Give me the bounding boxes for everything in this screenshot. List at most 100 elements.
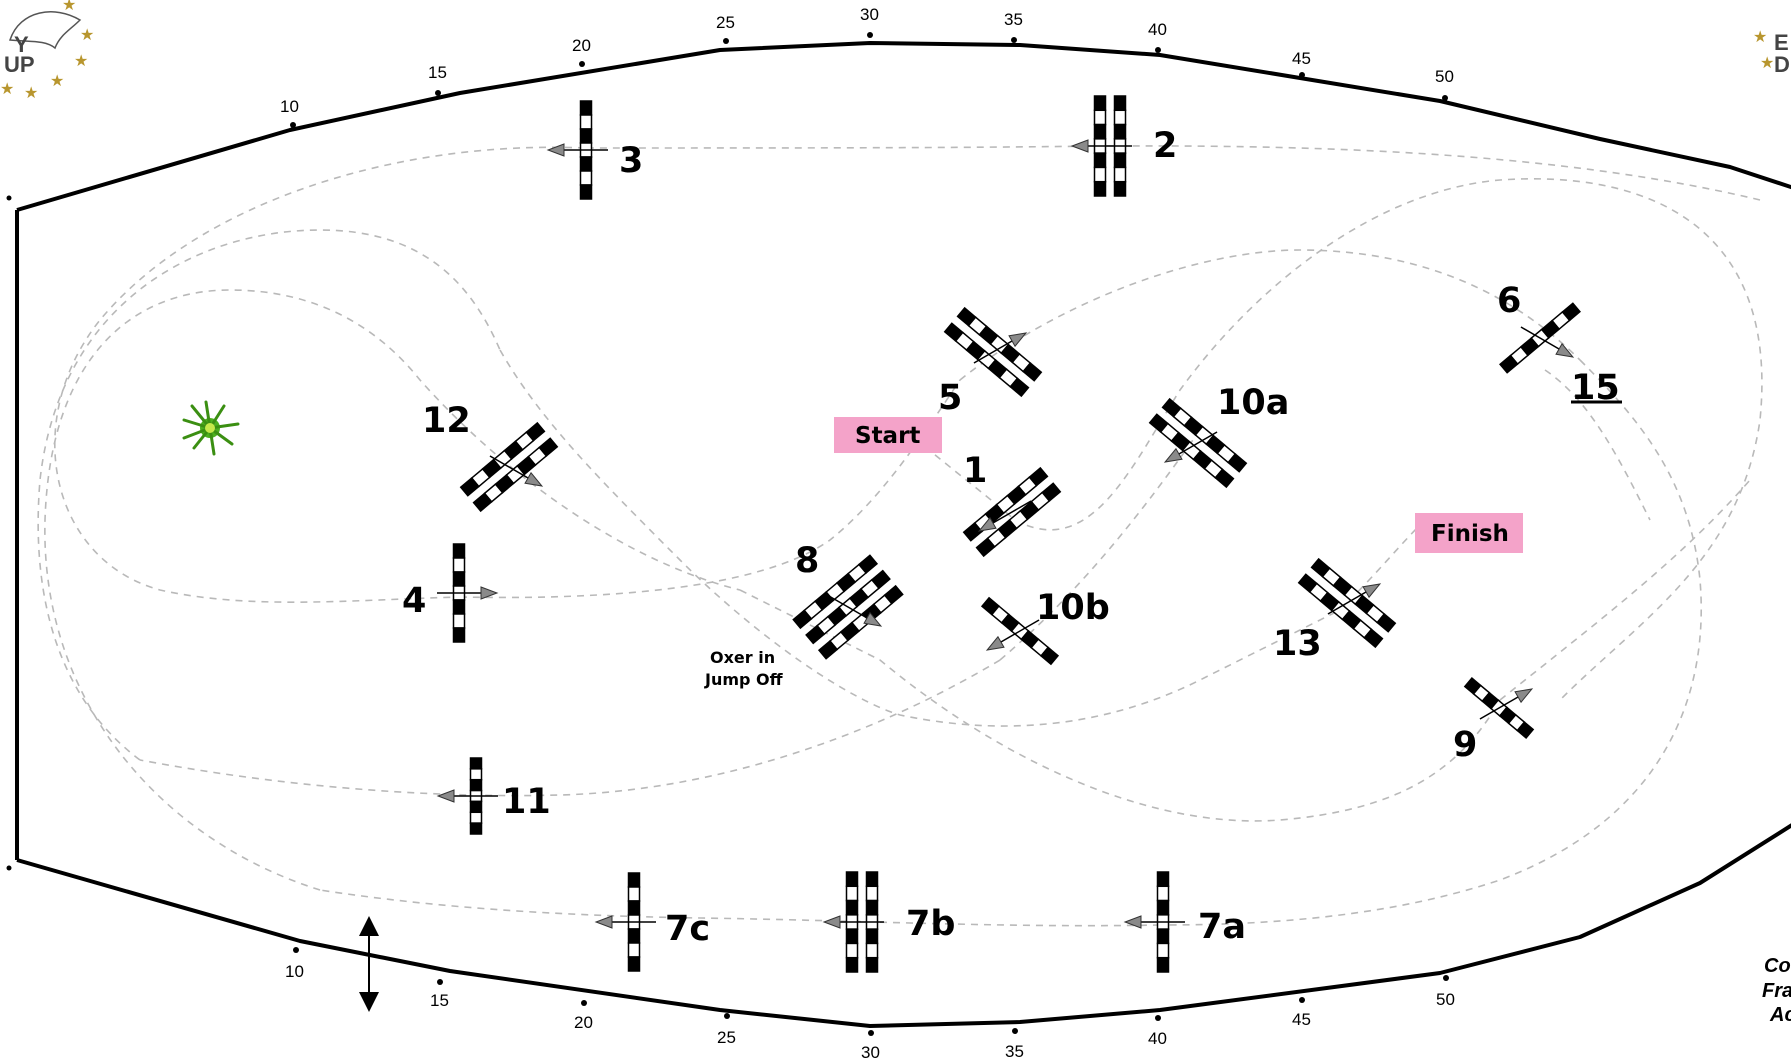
svg-text:★: ★ <box>1760 53 1774 72</box>
svg-text:★: ★ <box>1753 27 1767 46</box>
fence-10b-direction-arrow <box>985 619 1040 651</box>
fence-6 <box>1499 302 1581 374</box>
fence-5-direction-arrow <box>973 332 1028 364</box>
distance-mark-bottom-10: 10 <box>285 947 304 981</box>
path-jumpoff-15 <box>1544 369 1651 521</box>
svg-text:15: 15 <box>428 63 447 82</box>
logo-right-text-2: D <box>1774 52 1790 77</box>
distance-mark-top-50: 50 <box>1435 67 1454 101</box>
fence-8-direction-arrow <box>828 595 883 627</box>
path-7-line <box>319 889 1161 927</box>
fence-label-4: 4 <box>402 581 426 621</box>
svg-text:45: 45 <box>1292 49 1311 68</box>
svg-text:40: 40 <box>1148 1029 1167 1048</box>
svg-text:15: 15 <box>430 991 449 1010</box>
finish-tag: Finish <box>1415 513 1523 553</box>
svg-text:45: 45 <box>1292 1010 1311 1029</box>
svg-text:35: 35 <box>1005 1042 1024 1061</box>
credit-line-3: Ac <box>1769 1004 1791 1026</box>
course-designer-credit: Co Fra Ac <box>1762 955 1791 1026</box>
distance-marks-bottom: 10 15 20 25 30 35 40 45 50 <box>285 947 1455 1061</box>
logo-right: ★ ★ E D <box>1753 27 1790 77</box>
path-11-to-12 <box>37 229 501 761</box>
fence-label-8: 8 <box>795 541 819 581</box>
fence-label-9: 9 <box>1453 725 1477 765</box>
fence-12 <box>459 421 559 513</box>
path-5-to-6 <box>959 249 1581 381</box>
fence-11-direction-arrow <box>436 789 498 803</box>
finish-label: Finish <box>1431 521 1509 547</box>
distance-mark-top-25: 25 <box>716 13 735 44</box>
svg-text:35: 35 <box>1004 10 1023 29</box>
distance-mark-bottom-25: 25 <box>717 1013 736 1047</box>
distance-mark-top-15: 15 <box>428 63 447 96</box>
fence-label-10a: 10a <box>1217 383 1289 423</box>
svg-text:★: ★ <box>80 25 94 44</box>
logo-left-text-2: UP <box>4 52 35 77</box>
fence-label-11: 11 <box>502 782 551 822</box>
distance-mark-top-30: 30 <box>860 5 879 38</box>
fence-label-2: 2 <box>1153 126 1177 166</box>
fence-2-direction-arrow <box>1070 139 1132 153</box>
logo-left-text-1: Y <box>14 32 29 57</box>
svg-text:10: 10 <box>280 97 299 116</box>
fence-7b-direction-arrow <box>822 915 884 929</box>
path-3-to-4 <box>54 146 586 603</box>
fence-3-direction-arrow <box>546 143 608 157</box>
fence-10b <box>980 596 1060 666</box>
fence-12-direction-arrow <box>489 455 544 487</box>
fence-13 <box>1297 557 1397 649</box>
svg-text:★: ★ <box>0 79 14 98</box>
distance-mark-bottom-40: 40 <box>1148 1015 1167 1048</box>
fence-4-direction-arrow <box>437 586 499 600</box>
fence-label-3: 3 <box>619 141 643 181</box>
logo-right-text-1: E <box>1774 30 1789 55</box>
svg-text:10: 10 <box>285 962 304 981</box>
fence-label-7a: 7a <box>1198 907 1246 947</box>
fence-label-12: 12 <box>422 401 471 441</box>
svg-text:30: 30 <box>860 5 879 24</box>
svg-text:★: ★ <box>50 71 64 90</box>
start-tag: Start <box>834 417 942 453</box>
distance-mark-top-40: 40 <box>1148 20 1167 53</box>
fence-label-7c: 7c <box>665 909 710 949</box>
fence-label-5: 5 <box>938 378 962 418</box>
path-12-to-13 <box>499 349 1341 727</box>
fences <box>436 95 1581 973</box>
path-7-to-8 <box>44 289 741 891</box>
credit-line-2: Fra <box>1762 980 1791 1002</box>
distance-mark-bottom-50: 50 <box>1436 975 1455 1009</box>
distance-mark-top-45: 45 <box>1292 49 1311 78</box>
distance-marks-top: 10 15 20 25 30 35 40 45 50 <box>280 5 1454 128</box>
fence-8 <box>792 554 904 660</box>
fence-label-6: 6 <box>1497 281 1521 321</box>
svg-text:25: 25 <box>717 1028 736 1047</box>
fence-label-10b: 10b <box>1036 588 1110 628</box>
arena-border-top <box>16 41 1791 212</box>
distance-mark-top-35: 35 <box>1004 10 1023 43</box>
fence-1-direction-arrow <box>977 500 1032 532</box>
oxer-in-jump-off-note-line2: Jump Off <box>704 670 784 689</box>
fence-labels: 1 2 3 4 5 6 7a 7b 7c 8 9 10a 10b 11 12 1… <box>402 126 1622 949</box>
svg-text:50: 50 <box>1435 67 1454 86</box>
fence-5 <box>943 306 1043 398</box>
fence-label-13: 13 <box>1273 624 1322 664</box>
credit-line-1: Co <box>1764 955 1791 977</box>
fence-label-7b: 7b <box>906 904 955 944</box>
fence-9-direction-arrow <box>1479 688 1534 720</box>
distance-mark-bottom-20: 20 <box>574 1000 593 1032</box>
path-10b-to-11 <box>139 659 1001 797</box>
svg-text:★: ★ <box>74 51 88 70</box>
fence-10a-direction-arrow <box>1163 431 1218 463</box>
oxer-in-jump-off-note-line1: Oxer in <box>710 648 775 667</box>
fence-13-direction-arrow <box>1327 583 1382 615</box>
svg-text:20: 20 <box>572 36 591 55</box>
fence-7a-direction-arrow <box>1123 915 1185 929</box>
riding-path <box>37 145 1763 927</box>
distance-mark-bottom-45: 45 <box>1292 997 1311 1029</box>
logo-left: Y UP ★ ★ ★ ★ ★ ★ <box>0 0 94 102</box>
distance-mark-bottom-15: 15 <box>430 979 449 1010</box>
fence-label-1: 1 <box>963 451 987 491</box>
fence-10a <box>1148 397 1248 489</box>
start-label: Start <box>855 423 920 449</box>
